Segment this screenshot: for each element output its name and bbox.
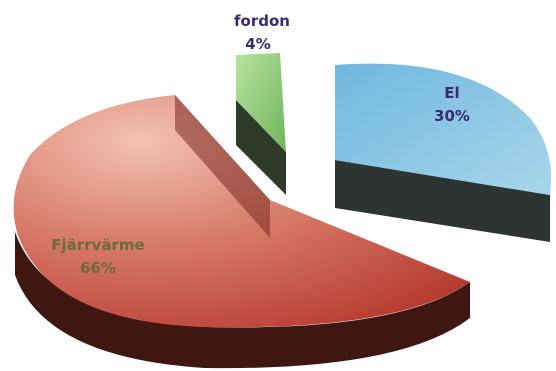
- slice-fjarrvarme-side: [15, 232, 470, 369]
- value-fordon: 4%: [245, 35, 270, 53]
- slice-fjarrvarme-top: [13, 95, 470, 328]
- slice-el-top: [335, 63, 552, 195]
- slice-fordon: [236, 53, 286, 195]
- slice-fordon-top: [236, 53, 286, 152]
- label-fjarrvarme: Fjärrvärme: [51, 236, 144, 254]
- slice-fordon-side: [236, 100, 286, 195]
- slice-el: [335, 63, 552, 242]
- slice-fjarrvarme-cut-face: [175, 95, 270, 238]
- slice-el-side: [335, 160, 550, 242]
- label-el: El: [444, 84, 459, 102]
- value-fjarrvarme: 66%: [80, 259, 116, 277]
- slice-fjarrvarme: [13, 95, 470, 369]
- value-el: 30%: [434, 107, 470, 125]
- label-fordon: fordon: [234, 12, 290, 30]
